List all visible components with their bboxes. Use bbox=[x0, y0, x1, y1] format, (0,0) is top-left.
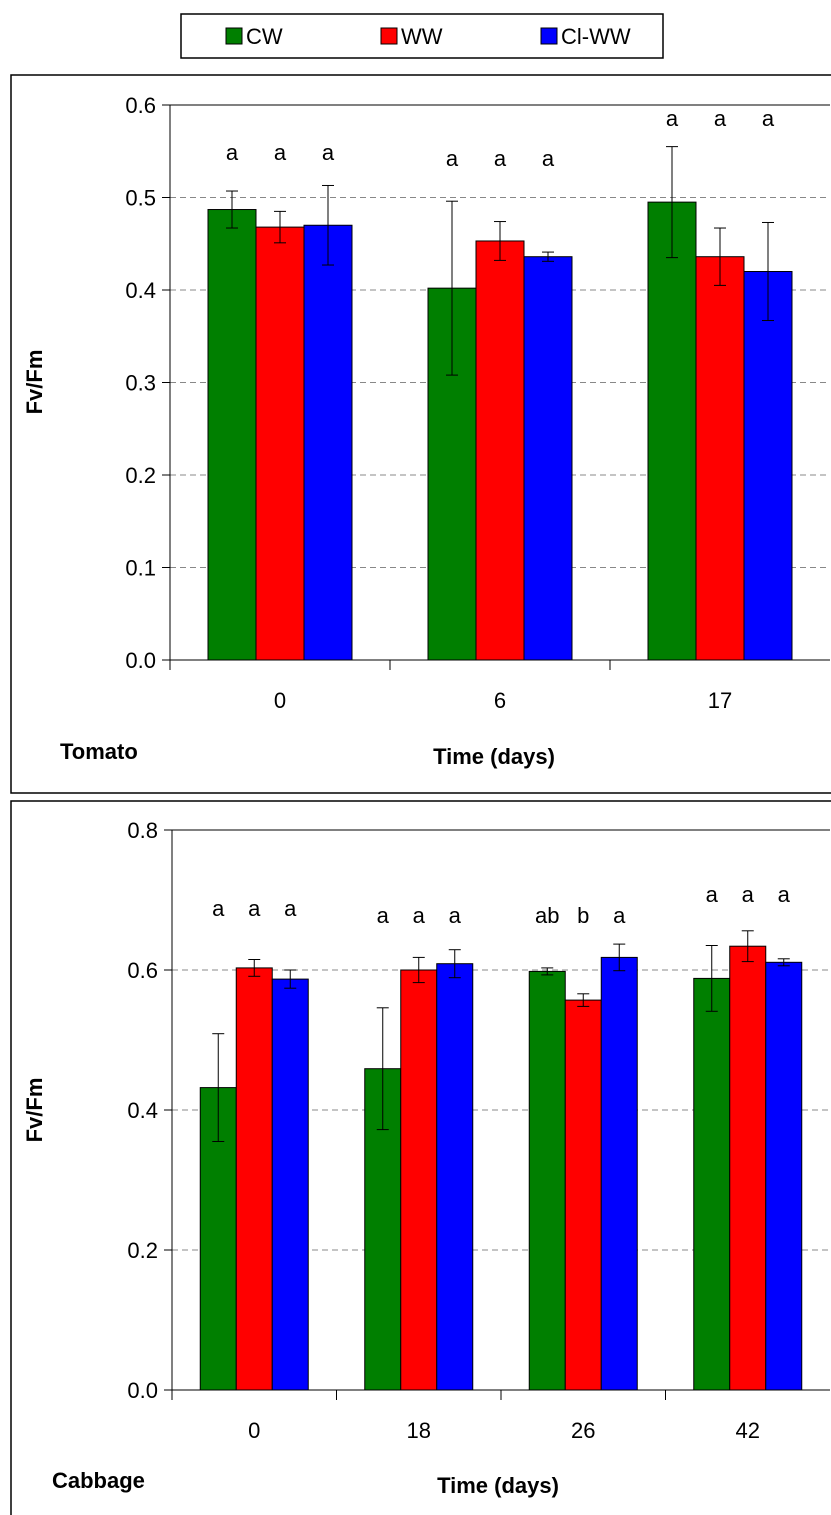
x-axis-label: Time (days) bbox=[433, 744, 555, 769]
y-tick-label: 0.4 bbox=[127, 1098, 158, 1123]
y-axis-label: Fv/Fm bbox=[22, 1078, 47, 1143]
significance-label: a bbox=[226, 140, 239, 165]
significance-label: a bbox=[413, 903, 426, 928]
significance-label: a bbox=[762, 106, 775, 131]
panel-frame bbox=[10, 74, 831, 794]
x-tick-label: 0 bbox=[248, 1418, 260, 1443]
legend-box bbox=[180, 13, 664, 59]
y-tick-label: 0.1 bbox=[125, 556, 156, 581]
significance-label: a bbox=[274, 140, 287, 165]
significance-label: a bbox=[613, 903, 626, 928]
y-tick-label: 0.2 bbox=[127, 1238, 158, 1263]
bar bbox=[523, 256, 573, 661]
x-tick-label: 26 bbox=[571, 1418, 595, 1443]
legend-label-0: CW bbox=[246, 24, 283, 49]
panel-frame bbox=[10, 800, 831, 1515]
y-tick-label: 0.3 bbox=[125, 371, 156, 396]
bar bbox=[528, 970, 566, 1391]
significance-label: a bbox=[542, 146, 555, 171]
y-tick-label: 0.4 bbox=[125, 278, 156, 303]
panel-label: Tomato bbox=[60, 739, 138, 764]
significance-label: a bbox=[377, 903, 390, 928]
significance-label: b bbox=[577, 903, 589, 928]
y-tick-label: 0.0 bbox=[125, 648, 156, 673]
x-tick-label: 42 bbox=[736, 1418, 760, 1443]
significance-label: a bbox=[494, 146, 507, 171]
y-tick-label: 0.6 bbox=[125, 93, 156, 118]
bar bbox=[743, 271, 793, 661]
bar bbox=[207, 209, 257, 661]
significance-label: ab bbox=[535, 903, 559, 928]
x-tick-label: 18 bbox=[407, 1418, 431, 1443]
legend-swatch-2 bbox=[540, 27, 558, 45]
significance-label: a bbox=[666, 106, 679, 131]
y-tick-label: 0.0 bbox=[127, 1378, 158, 1403]
significance-label: a bbox=[778, 882, 791, 907]
tomato-panel: 0.0 0.1 0.2 0.3 0.4 0.5 0.6 a a a 0 a a a 6 a a a 17 Fv/Fm T… bbox=[10, 74, 831, 794]
significance-label: a bbox=[248, 896, 261, 921]
x-tick-label: 6 bbox=[494, 688, 506, 713]
bar bbox=[436, 963, 474, 1391]
bar bbox=[303, 224, 353, 661]
y-tick-label: 0.2 bbox=[125, 463, 156, 488]
bar bbox=[729, 945, 767, 1391]
bar bbox=[271, 978, 309, 1391]
significance-label: a bbox=[284, 896, 297, 921]
significance-label: a bbox=[714, 106, 727, 131]
significance-label: a bbox=[449, 903, 462, 928]
legend-swatch-0 bbox=[225, 27, 243, 45]
panel-label: Cabbage bbox=[52, 1468, 145, 1493]
y-axis-label: Fv/Fm bbox=[22, 350, 47, 415]
bar bbox=[475, 240, 525, 661]
significance-label: a bbox=[706, 882, 719, 907]
legend-label-2: Cl-WW bbox=[561, 24, 631, 49]
legend: CW WW Cl-WW bbox=[180, 13, 664, 59]
legend-label-1: WW bbox=[401, 24, 443, 49]
x-tick-label: 0 bbox=[274, 688, 286, 713]
bar bbox=[765, 961, 803, 1391]
significance-label: a bbox=[212, 896, 225, 921]
y-tick-label: 0.8 bbox=[127, 818, 158, 843]
significance-label: a bbox=[322, 140, 335, 165]
x-axis-label: Time (days) bbox=[437, 1473, 559, 1498]
bar bbox=[693, 977, 731, 1391]
bar bbox=[564, 999, 602, 1391]
bar bbox=[647, 201, 697, 661]
bar bbox=[255, 226, 305, 661]
y-tick-label: 0.5 bbox=[125, 186, 156, 211]
legend-swatch-1 bbox=[380, 27, 398, 45]
significance-label: a bbox=[742, 882, 755, 907]
x-tick-label: 17 bbox=[708, 688, 732, 713]
y-tick-label: 0.6 bbox=[127, 958, 158, 983]
bar bbox=[235, 967, 273, 1391]
bar bbox=[695, 256, 745, 661]
bar bbox=[400, 969, 438, 1391]
significance-label: a bbox=[446, 146, 459, 171]
bar bbox=[600, 956, 638, 1391]
